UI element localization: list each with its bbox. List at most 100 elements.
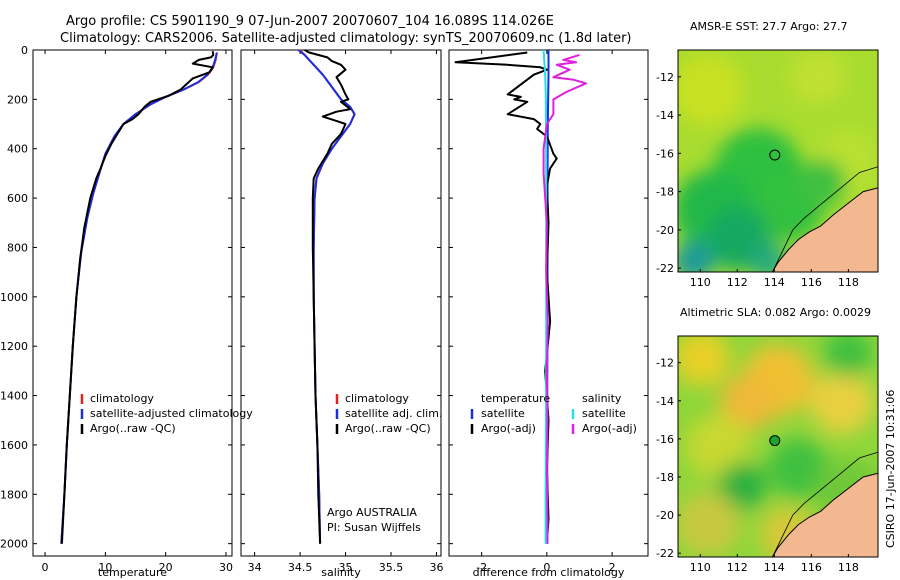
series-line-argo-raw-qc- (304, 49, 352, 544)
annotation-text: PI: Susan Wijffels (327, 521, 421, 534)
map-y-tick-label: -14 (656, 109, 674, 122)
land-mass (772, 187, 878, 272)
map-y-tick-label: -20 (656, 509, 674, 522)
y-tick-label: 400 (7, 143, 28, 156)
x-axis-label: difference from climatology (473, 566, 625, 579)
map-x-tick-label: 110 (690, 276, 711, 289)
x-axis-label: salinity (321, 566, 361, 579)
x-tick-label: 2 (609, 561, 616, 574)
series-line-satellite-adjusted-climatology (60, 52, 218, 544)
legend-label: salinity (582, 392, 622, 405)
map-x-tick-label: 118 (838, 561, 859, 574)
temperature-panel: 0 10 20 30 0 200 400 600 800 1000 1200 1400 1600 1800… (0, 44, 253, 579)
x-tick-label: 35.5 (379, 561, 404, 574)
map-field-patch (718, 462, 766, 511)
land-mass (772, 473, 878, 557)
x-tick-label: 36 (429, 561, 443, 574)
x-tick-label: 34.5 (288, 561, 313, 574)
map-x-tick-label: 114 (764, 561, 785, 574)
x-tick-label: 30 (219, 561, 233, 574)
map-field-patch (768, 438, 828, 499)
salinity-panel: 34 34.5 35 35.5 36 salinity climatology satelli… (240, 49, 443, 579)
map-field-patch (790, 50, 846, 105)
coastline (771, 187, 878, 272)
sst-map-title: AMSR-E SST: 27.7 Argo: 27.7 (690, 20, 848, 33)
y-tick-label: 0 (21, 44, 28, 57)
map-y-tick-label: -16 (656, 147, 674, 160)
x-tick-label: 10 (98, 561, 112, 574)
title-line-1: Argo profile: CS 5901190_9 07-Jun-2007 2… (66, 14, 554, 29)
argo-float-marker (769, 149, 781, 161)
x-tick-label: 0 (543, 561, 550, 574)
series-line-argo-adj- (454, 51, 558, 544)
y-tick-label: 1600 (0, 439, 28, 452)
map-field-patch (810, 370, 874, 435)
y-tick-label: 1800 (0, 488, 28, 501)
map-x-tick-label: 114 (764, 276, 785, 289)
y-tick-label: 200 (7, 93, 28, 106)
map-x-tick-label: 112 (727, 561, 748, 574)
coastline (771, 472, 878, 557)
x-tick-label: 34 (248, 561, 262, 574)
legend-label: Argo(..raw -QC) (90, 422, 176, 435)
map-image (678, 336, 878, 557)
series-line-argo-raw-qc- (60, 51, 215, 544)
legend-label: Argo(..raw -QC) (345, 422, 431, 435)
x-tick-label: 20 (159, 561, 173, 574)
shelf-contour (772, 451, 878, 557)
map-y-tick-label: -18 (656, 471, 674, 484)
map-y-tick-label: -22 (656, 262, 674, 275)
shelf-contour (772, 166, 878, 272)
title-line-2: Climatology: CARS2006. Satellite-adjuste… (60, 31, 632, 46)
y-tick-label: 1400 (0, 390, 28, 403)
series-line-salinity-argo-adj- (542, 53, 587, 544)
y-tick-label: 1000 (0, 291, 28, 304)
legend-label: satellite (582, 407, 626, 420)
map-field-patch (678, 240, 714, 272)
map-field-blobs (678, 50, 878, 272)
map-y-tick-label: -20 (656, 224, 674, 237)
legend-label: Argo(-adj) (481, 422, 536, 435)
map-y-tick-label: -16 (656, 433, 674, 446)
sst-map-field: 110 112 114 116 118 -12 -14 -16 -18 -20 -22 (656, 49, 879, 289)
map-field-patch (678, 54, 744, 126)
legend-label: climatology (345, 392, 409, 405)
credit-stamp: CSIRO 17-Jun-2007 10:31:06 (884, 390, 897, 548)
map-field-patch (720, 374, 776, 431)
legend-label: climatology (90, 392, 154, 405)
x-axis-label: temperature (98, 566, 167, 579)
sla-map-title: Altimetric SLA: 0.082 Argo: 0.0029 (680, 306, 871, 319)
plot-frame (240, 49, 442, 557)
legend-label: satellite adj. clim. (345, 407, 442, 420)
argo-float-marker (769, 435, 781, 447)
map-y-tick-label: -22 (656, 547, 674, 560)
series-line-climatology (60, 52, 218, 544)
map-y-tick-label: -18 (656, 186, 674, 199)
map-field-patch (678, 492, 740, 556)
map-field-patch (686, 414, 750, 479)
map-y-tick-label: -14 (656, 395, 674, 408)
map-x-tick-label: 116 (801, 561, 822, 574)
map-field-patch (824, 336, 872, 378)
legend-label: satellite-adjusted climatology (90, 407, 253, 420)
map-field-patch (678, 336, 730, 386)
x-tick-label: 35 (339, 561, 353, 574)
map-x-tick-label: 118 (838, 276, 859, 289)
x-tick-label: -2 (476, 561, 487, 574)
y-tick-label: 1200 (0, 340, 28, 353)
y-tick-label: 800 (7, 241, 28, 254)
x-tick-label: 0 (42, 561, 49, 574)
plot-frame (32, 49, 233, 557)
map-image (678, 50, 878, 272)
map-frame (677, 335, 879, 558)
sla-map: Altimetric SLA: 0.082 Argo: 0.0029 110 11… (656, 306, 879, 574)
map-y-tick-label: -12 (656, 357, 674, 370)
map-frame (677, 49, 879, 273)
map-x-tick-label: 112 (727, 276, 748, 289)
y-tick-label: 2000 (0, 538, 28, 551)
map-x-tick-label: 116 (801, 276, 822, 289)
y-tick-label: 600 (7, 192, 28, 205)
legend-label: satellite (481, 407, 525, 420)
map-y-tick-label: -12 (656, 71, 674, 84)
